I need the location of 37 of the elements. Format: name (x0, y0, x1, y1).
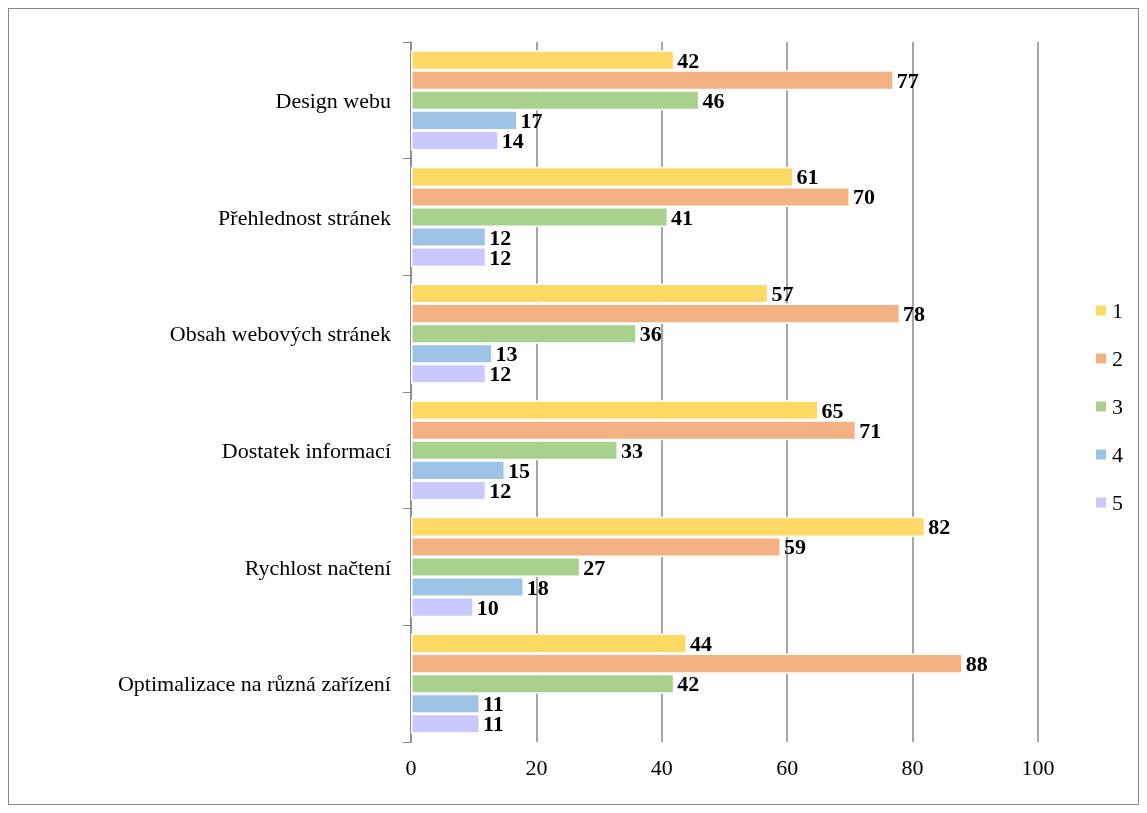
data-label: 78 (903, 301, 926, 327)
data-label: 77 (896, 67, 919, 93)
y-tick-label: Obsah webových stránek (169, 321, 391, 347)
y-tick-label: Rychlost načtení (244, 554, 391, 580)
data-label: 18 (526, 574, 549, 600)
x-tick-label: 60 (776, 754, 799, 780)
data-label: 70 (852, 184, 875, 210)
data-label: 46 (702, 87, 725, 113)
data-label: 27 (583, 554, 606, 580)
y-tick-label: Dostatek informací (221, 437, 391, 463)
data-label: 82 (928, 514, 951, 540)
data-label: 36 (639, 321, 662, 347)
data-label: 42 (677, 671, 700, 697)
data-label: 65 (821, 397, 844, 423)
legend-label: 4 (1112, 442, 1123, 467)
legend-label: 2 (1112, 346, 1123, 371)
data-label: 44 (689, 631, 712, 657)
x-tick-label: 20 (525, 754, 548, 780)
x-tick-label: 40 (650, 754, 673, 780)
data-label: 42 (677, 47, 700, 73)
x-tick-label: 80 (901, 754, 924, 780)
data-label: 57 (771, 281, 794, 307)
data-label: 33 (620, 437, 643, 463)
data-label: 88 (965, 651, 988, 677)
y-tick-label: Design webu (275, 87, 391, 113)
y-tick-label: Optimalizace na různá zařízení (117, 671, 391, 697)
data-label: 71 (859, 417, 882, 443)
data-label: 61 (796, 164, 819, 190)
legend-label: 5 (1112, 490, 1123, 515)
x-tick-label: 0 (405, 754, 417, 780)
data-label: 41 (671, 204, 694, 230)
data-label: 10 (476, 594, 499, 620)
x-tick-label: 100 (1021, 754, 1055, 780)
data-label: 59 (783, 534, 806, 560)
legend-label: 1 (1112, 298, 1123, 323)
legend-label: 3 (1112, 394, 1123, 419)
y-tick-label: Přehlednost stránek (218, 204, 391, 230)
